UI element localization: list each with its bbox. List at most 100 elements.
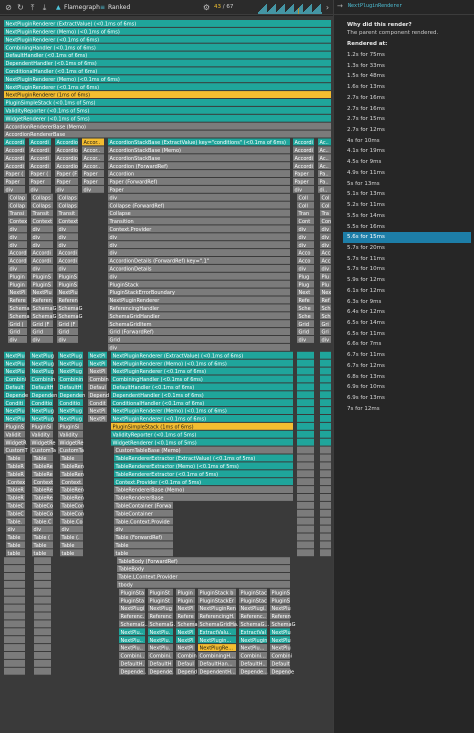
flame-node[interactable]: TableRendererBase (Memo) <box>114 486 293 494</box>
commit-bar[interactable] <box>287 10 288 14</box>
flame-node[interactable]: CustomTa <box>30 446 56 455</box>
flame-node[interactable] <box>320 446 331 454</box>
flame-node[interactable] <box>34 628 51 636</box>
commit-bar[interactable] <box>315 9 316 14</box>
flame-node[interactable] <box>320 351 331 359</box>
flame-node[interactable]: NextPl <box>88 359 107 368</box>
flame-node[interactable] <box>320 517 331 525</box>
flame-node[interactable]: Conditi <box>4 399 25 407</box>
flame-node[interactable]: TableRen <box>60 470 84 478</box>
flame-node[interactable]: div <box>31 336 53 344</box>
flame-node[interactable]: Accord <box>8 249 27 257</box>
flame-node[interactable]: Combini. <box>148 652 173 660</box>
flame-node[interactable]: div <box>8 225 27 233</box>
flame-node[interactable] <box>297 525 314 533</box>
commit-bar[interactable] <box>276 12 277 14</box>
flame-node[interactable]: TableRendererExtractor (ExtractValue) (<… <box>114 454 293 463</box>
flame-node[interactable] <box>320 391 331 399</box>
flame-node[interactable]: Transi <box>8 209 27 218</box>
flame-node[interactable]: NextPl <box>88 351 107 360</box>
flame-node[interactable]: TableRendererBase <box>114 494 293 502</box>
flame-node[interactable]: Grid <box>108 336 290 344</box>
flame-node[interactable]: Paper <box>4 178 25 186</box>
render-item[interactable]: 5.5s for 14ms <box>347 212 385 219</box>
flame-node[interactable]: Accor.. <box>82 162 104 170</box>
render-item[interactable]: 5.1s for 13ms <box>347 191 385 198</box>
flame-node[interactable] <box>4 557 25 565</box>
flame-node[interactable]: PluginS <box>57 280 78 289</box>
flame-node[interactable]: NextPlug <box>58 407 83 415</box>
commit-bar[interactable] <box>271 8 272 14</box>
tab-flamegraph[interactable]: ▲ Flamegraph <box>56 4 100 11</box>
flame-node[interactable]: Defaul <box>176 659 195 668</box>
flame-node[interactable]: Paper <box>108 185 290 194</box>
flame-node[interactable]: WidgetRe <box>30 438 55 447</box>
flame-node[interactable]: TableRendererExtractor (<0.1ms of 5ms) <box>114 470 293 478</box>
flame-node[interactable]: Accordi <box>293 146 314 154</box>
flame-node[interactable]: PluginS <box>4 422 25 431</box>
flame-node[interactable]: SchemaG... <box>239 620 270 628</box>
flame-node[interactable] <box>320 422 331 430</box>
flame-node[interactable]: Paper <box>82 178 104 186</box>
flame-node[interactable]: Cont <box>297 217 314 226</box>
commit-bar[interactable] <box>298 8 299 14</box>
flame-node[interactable]: TableRen <box>60 486 84 494</box>
flame-node[interactable]: div <box>320 264 331 273</box>
render-item[interactable]: 4.1s for 19ms <box>347 148 385 155</box>
flame-node[interactable]: NextPlugi <box>119 604 145 613</box>
commit-bar[interactable] <box>259 11 260 14</box>
flame-node[interactable]: Refere <box>8 296 27 305</box>
tab-ranked[interactable]: ≡ Ranked <box>100 4 131 11</box>
render-item[interactable]: 6.6s for 7ms <box>347 341 382 348</box>
flame-node[interactable] <box>320 494 331 501</box>
flame-node[interactable]: TableCo <box>32 509 53 518</box>
flame-node[interactable]: NextPlu <box>4 359 25 368</box>
commit-bar[interactable] <box>310 5 311 14</box>
flame-node[interactable]: TableR <box>6 486 25 494</box>
flame-node[interactable]: Paper ( <box>29 170 51 178</box>
flame-node[interactable]: Accordion (ForwardRef) <box>108 162 290 170</box>
render-item[interactable]: 1.3s for 33ms <box>347 62 385 69</box>
flame-node[interactable]: Table (ForwardRef) <box>114 533 173 542</box>
flame-node[interactable] <box>4 604 25 612</box>
commit-bar[interactable] <box>275 4 276 14</box>
flame-node[interactable]: Paper <box>293 178 314 186</box>
flame-node[interactable] <box>297 367 314 375</box>
flame-node[interactable]: NextPl <box>176 628 195 636</box>
flame-node[interactable] <box>320 533 331 541</box>
flame-node[interactable] <box>34 580 51 588</box>
commit-bar[interactable] <box>313 11 314 14</box>
flame-node[interactable]: Coll <box>297 193 314 202</box>
flame-node[interactable] <box>34 596 51 604</box>
flame-node[interactable]: div <box>297 225 314 233</box>
flame-node[interactable]: Collap <box>8 193 27 202</box>
flame-node[interactable]: div <box>8 233 27 241</box>
commit-bar[interactable] <box>302 4 303 14</box>
flame-node[interactable] <box>4 612 25 620</box>
flame-node[interactable]: div <box>320 241 331 249</box>
flame-node[interactable]: Depend <box>176 667 197 676</box>
flame-node[interactable]: Table <box>32 454 53 463</box>
flame-node[interactable]: NextPl <box>176 636 195 644</box>
flame-node[interactable]: tbody <box>117 580 290 589</box>
flame-node[interactable]: PluginStackErrorBoundary <box>108 288 290 297</box>
flame-node[interactable]: ValidityReporter (<0.1ms of 5ms) <box>111 430 293 439</box>
render-item[interactable]: 2.7s for 12ms <box>347 127 385 134</box>
flame-node[interactable]: PluginSt <box>148 596 173 605</box>
flame-node[interactable]: WidgetRenderer (<0.1ms of 5ms) <box>111 438 293 447</box>
flame-node[interactable]: Sch <box>320 304 331 312</box>
flame-node[interactable]: Tran <box>297 209 314 218</box>
flame-node[interactable]: Validity <box>30 430 53 439</box>
commit-bar[interactable] <box>277 11 278 14</box>
flame-node[interactable]: AccordionRendererBase <box>4 130 331 139</box>
flame-node[interactable]: Referen <box>270 612 291 621</box>
flame-node[interactable]: Validit <box>4 430 25 439</box>
flame-node[interactable]: Sch <box>320 312 331 320</box>
flame-node[interactable]: DefaultH.. <box>239 659 267 668</box>
commit-bar[interactable] <box>266 4 267 14</box>
flame-node[interactable]: NextPlugin <box>239 636 267 644</box>
flame-node[interactable]: div <box>6 525 25 534</box>
flame-node[interactable]: Plu <box>320 272 331 281</box>
flame-node[interactable]: TableRen <box>60 462 84 470</box>
flame-node[interactable]: Accordi <box>29 162 51 170</box>
